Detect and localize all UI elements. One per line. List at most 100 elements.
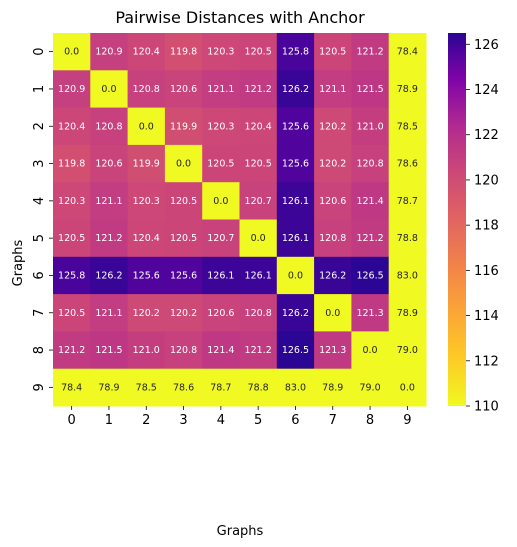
cell-label: 120.8 [356, 159, 383, 170]
x-tick-label: 3 [179, 413, 187, 428]
heatmap-cell [53, 182, 91, 220]
cell-label: 83.0 [285, 382, 306, 393]
heatmap-cell [90, 294, 129, 332]
cell-label: 120.6 [95, 159, 122, 170]
cell-label: 78.8 [397, 233, 418, 244]
heatmap-cell [202, 33, 240, 71]
y-axis-ticks: 0 1 2 3 4 5 6 7 8 9 [32, 48, 53, 391]
heatmap-cell [127, 256, 166, 295]
heatmap-cell [53, 70, 91, 109]
y-tick-label: 2 [32, 122, 47, 130]
heatmap-cell [164, 256, 203, 295]
x-tick-label: 4 [217, 413, 225, 428]
heatmap-cell [164, 294, 203, 332]
cell-label: 78.7 [210, 382, 231, 393]
y-tick-label: 3 [32, 159, 47, 167]
cell-label: 121.1 [319, 84, 346, 95]
cell-label: 126.5 [356, 270, 383, 281]
heatmap-cell [276, 331, 315, 370]
cell-label: 121.2 [356, 47, 383, 58]
y-tick-label: 5 [32, 234, 47, 242]
cell-label: 0.0 [400, 382, 415, 393]
colorbar-tick-label: 112 [474, 354, 499, 369]
heatmap-cell [314, 33, 352, 71]
x-axis-ticks: 0 1 2 3 4 5 6 7 8 9 [68, 406, 411, 428]
cell-label: 0.0 [325, 308, 340, 319]
cell-label: 126.2 [319, 270, 346, 281]
cell-label: 126.2 [282, 308, 309, 319]
cell-label: 121.0 [356, 121, 383, 132]
heatmap-cell [388, 70, 427, 109]
cell-label: 126.2 [95, 270, 122, 281]
cell-label: 120.7 [207, 233, 234, 244]
x-tick-label: 5 [254, 413, 262, 428]
heatmap-cell [239, 70, 278, 109]
y-tick-label: 7 [32, 309, 47, 317]
cell-label: 120.2 [319, 159, 346, 170]
heatmap-cell [90, 331, 129, 370]
cell-label: 121.2 [58, 345, 85, 356]
cell-label: 120.3 [207, 47, 234, 58]
heatmap-cell [314, 70, 352, 109]
cell-label: 120.4 [245, 121, 272, 132]
heatmap-cell [127, 107, 166, 146]
heatmap-cell [314, 331, 352, 370]
heatmap-cells: 0.0 120.9 120.4 119.8 120.3 120.5 125.8 120.5 12… [53, 33, 427, 407]
heatmap-cell [388, 294, 427, 332]
cell-label: 121.0 [133, 345, 160, 356]
colorbar-tick-label: 122 [474, 128, 499, 143]
cell-label: 0.0 [288, 270, 303, 281]
heatmap-cell [388, 331, 427, 370]
heatmap-cell [351, 219, 390, 258]
cell-label: 0.0 [139, 121, 154, 132]
cell-label: 120.8 [95, 121, 122, 132]
cell-label: 120.5 [170, 196, 197, 207]
cell-label: 78.9 [397, 84, 418, 95]
heatmap-cell [276, 294, 315, 332]
cell-label: 119.8 [58, 159, 85, 170]
cell-label: 121.4 [356, 196, 383, 207]
cell-label: 119.9 [170, 121, 197, 132]
cell-label: 78.9 [322, 382, 343, 393]
heatmap-cell [388, 256, 427, 295]
colorbar-tick-label: 110 [474, 400, 499, 415]
heatmap-cell [314, 256, 352, 295]
cell-label: 121.1 [95, 196, 122, 207]
cell-label: 78.5 [136, 382, 157, 393]
cell-label: 120.9 [58, 84, 85, 95]
cell-label: 0.0 [64, 47, 79, 58]
heatmap-cell [351, 144, 390, 183]
heatmap-cell [53, 294, 91, 332]
heatmap-cell [314, 219, 352, 258]
heatmap-cell [202, 256, 240, 295]
cell-label: 78.9 [397, 308, 418, 319]
cell-label: 121.1 [95, 308, 122, 319]
cell-label: 120.5 [58, 308, 85, 319]
heatmap-cell [314, 182, 352, 220]
heatmap-cell [164, 368, 203, 407]
heatmap-cell [314, 294, 352, 332]
heatmap-cell [53, 256, 91, 295]
cell-label: 125.6 [282, 121, 309, 132]
heatmap-cell [388, 182, 427, 220]
cell-label: 83.0 [397, 270, 418, 281]
cell-label: 126.2 [282, 84, 309, 95]
heatmap-cell [90, 144, 129, 183]
cell-label: 121.2 [245, 84, 272, 95]
cell-label: 121.2 [245, 345, 272, 356]
colorbar-tick-label: 114 [474, 309, 499, 324]
heatmap-cell [239, 144, 278, 183]
heatmap-cell [351, 368, 390, 407]
cell-label: 125.8 [58, 270, 85, 281]
heatmap-cell [276, 70, 315, 109]
heatmap-cell [90, 256, 129, 295]
colorbar [448, 33, 466, 406]
heatmap-cell [351, 33, 390, 71]
y-tick-label: 8 [32, 346, 47, 354]
heatmap-cell [388, 107, 427, 146]
heatmap-cell [314, 107, 352, 146]
heatmap-cell [351, 331, 390, 370]
cell-label: 120.2 [170, 308, 197, 319]
cell-label: 120.5 [245, 47, 272, 58]
heatmap-cell [53, 368, 91, 407]
